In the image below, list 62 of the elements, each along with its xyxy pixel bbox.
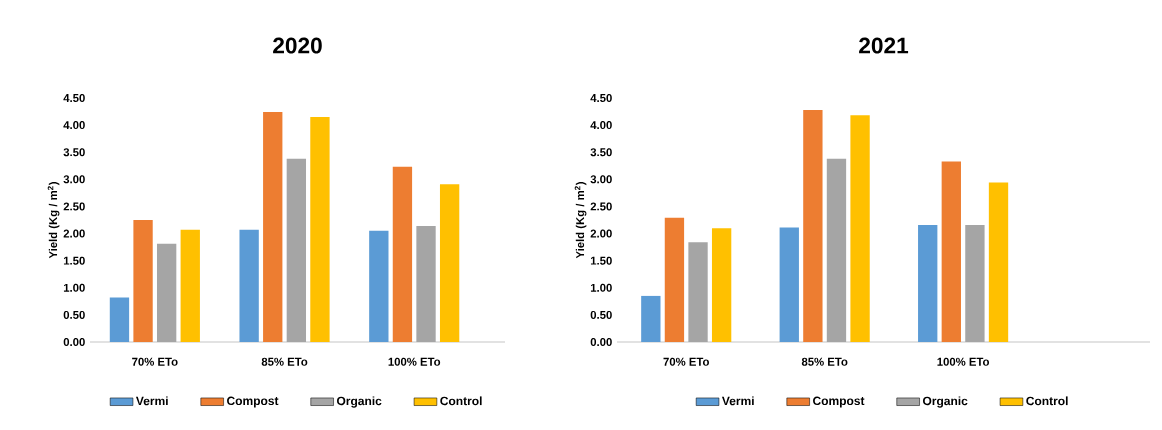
y-tick-label: 4.00: [590, 121, 612, 130]
y-tick-label: 4.50: [63, 94, 85, 103]
bar: [965, 224, 985, 342]
bar: [180, 229, 200, 342]
y-tick-label: 2.50: [590, 202, 612, 211]
y-tick-label: 4.50: [590, 94, 612, 103]
chart-title: 2020: [273, 37, 322, 54]
x-tick-label: 85% ETo: [801, 357, 848, 366]
y-tick-label: 1.00: [63, 283, 85, 292]
bar: [664, 217, 685, 342]
legend-label: Vermi: [135, 396, 168, 406]
x-tick-label: 70% ETo: [663, 357, 709, 366]
bar: [988, 182, 1009, 342]
x-tick-label: 100% ETo: [388, 357, 441, 366]
bar: [416, 225, 436, 342]
bar: [239, 229, 259, 342]
legend-label: Control: [440, 396, 482, 406]
legend-label: Compost: [227, 396, 279, 408]
y-tick-label: 1.50: [63, 256, 85, 265]
y-tick-label: 0.50: [63, 310, 85, 319]
legend-label: Control: [1026, 396, 1068, 406]
y-tick-label: 4.00: [63, 121, 85, 130]
y-axis-title: Yield (Kg / m$^{2}$): [574, 182, 587, 259]
legend-label: Organic: [336, 396, 382, 408]
y-axis-title: Yield (Kg / m$^{2}$): [47, 182, 60, 259]
bar: [850, 115, 870, 342]
y-tick-label: 0.00: [63, 338, 85, 347]
bar: [779, 227, 799, 342]
bar: [133, 220, 153, 342]
bar: [826, 158, 847, 342]
bar: [369, 230, 389, 342]
y-tick-label: 3.50: [63, 148, 85, 157]
y-tick-label: 1.50: [590, 256, 612, 265]
legend-label: Compost: [813, 396, 865, 408]
bar: [941, 161, 961, 342]
y-tick-label: 0.00: [590, 338, 612, 347]
bar: [392, 166, 413, 342]
bar: [439, 184, 460, 342]
chart-title: 2021: [859, 37, 909, 54]
bar: [711, 228, 732, 342]
y-tick-label: 1.00: [590, 283, 612, 292]
bar: [688, 242, 708, 342]
y-tick-label: 3.00: [590, 175, 612, 184]
y-tick-label: 2.50: [63, 202, 85, 211]
x-tick-label: 85% ETo: [261, 357, 308, 366]
bar: [286, 158, 307, 342]
bar: [263, 112, 283, 342]
bar: [310, 116, 330, 342]
y-tick-label: 3.50: [590, 148, 612, 157]
bar: [109, 297, 130, 342]
x-tick-label: 100% ETo: [937, 357, 990, 366]
legend-label: Organic: [922, 396, 968, 408]
legend-label: Vermi: [721, 396, 754, 406]
y-tick-label: 2.00: [590, 229, 612, 238]
y-tick-label: 0.50: [590, 310, 612, 319]
bar: [918, 224, 938, 342]
y-tick-label: 2.00: [63, 229, 85, 238]
bar: [803, 109, 823, 342]
x-tick-label: 70% ETo: [132, 357, 178, 366]
bar: [641, 295, 661, 342]
y-tick-label: 3.00: [63, 175, 85, 184]
bar: [156, 243, 177, 342]
